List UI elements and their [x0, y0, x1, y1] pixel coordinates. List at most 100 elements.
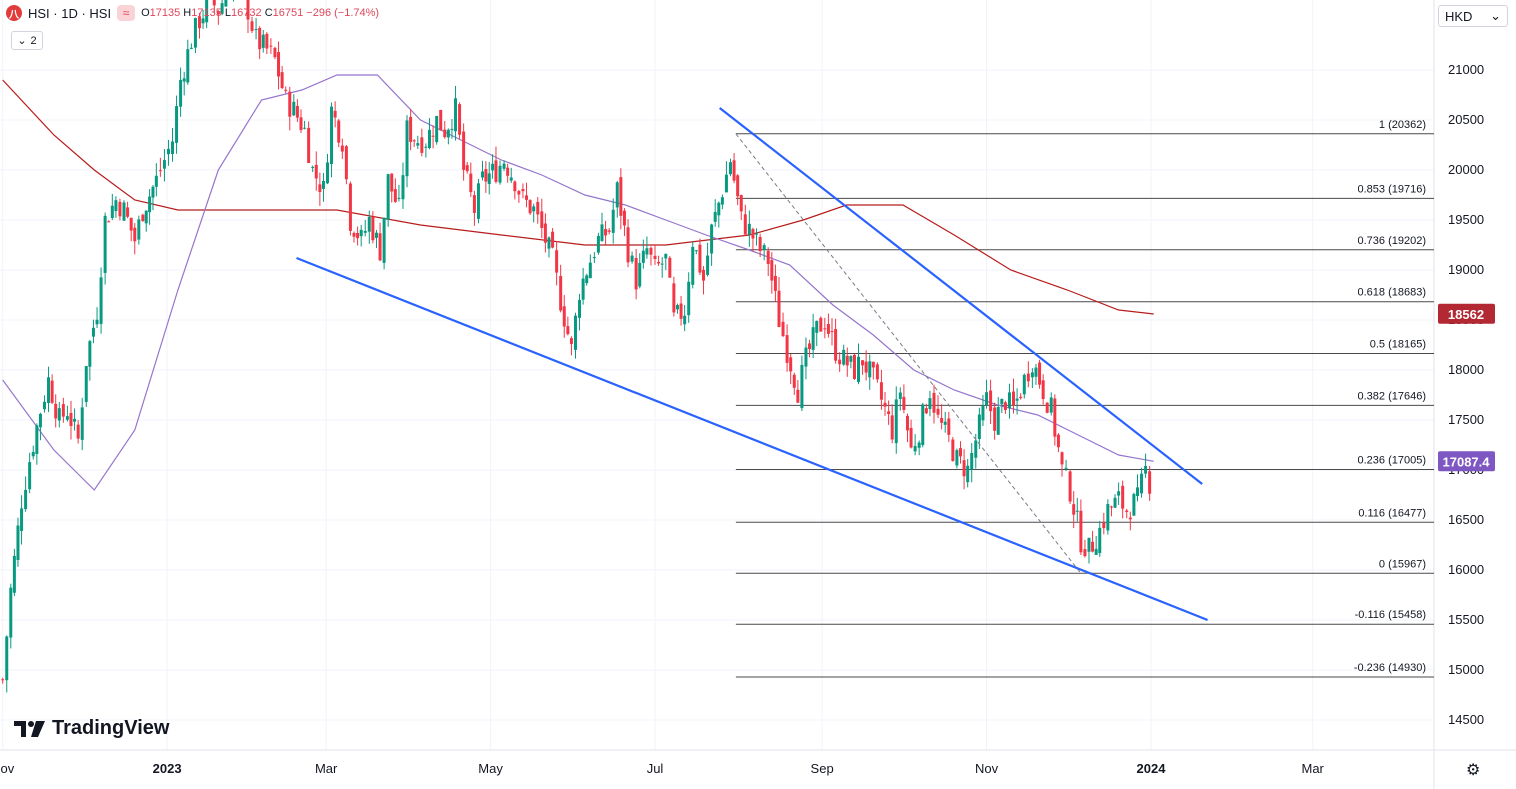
lower-channel-trendline[interactable] — [296, 256, 1208, 622]
candle-body — [1102, 522, 1106, 529]
candle-body — [562, 306, 566, 327]
candle-body — [439, 110, 443, 131]
candle-body — [1117, 491, 1121, 496]
candle-body — [465, 165, 469, 172]
candle-body — [777, 290, 781, 327]
candle-body — [747, 223, 751, 235]
candle-body — [179, 79, 183, 107]
candle-body — [819, 317, 823, 332]
wave-icon[interactable]: ≈ — [117, 5, 136, 21]
candle-body — [171, 141, 175, 154]
candle-body — [781, 321, 785, 337]
candle-body — [450, 128, 454, 130]
candle-body — [462, 131, 466, 170]
candle-body — [197, 16, 201, 29]
gear-icon[interactable]: ⚙ — [1466, 762, 1481, 779]
candle-body — [921, 404, 925, 446]
candle-body — [277, 52, 281, 77]
symbol-label[interactable]: HSI · 1D · HSI — [28, 5, 112, 21]
candle-body — [619, 177, 623, 216]
candle-body — [1132, 493, 1136, 516]
candle-body — [16, 525, 20, 561]
x-tick-label: Sep — [811, 761, 834, 776]
candle-body — [970, 453, 974, 470]
candle-body — [989, 390, 993, 412]
candle-body — [513, 181, 517, 192]
candle-body — [739, 195, 743, 212]
currency-select[interactable]: HKD ⌄ — [1438, 5, 1508, 27]
candle-body — [405, 120, 409, 177]
fib-level-label: 0.236 (17005) — [1358, 455, 1427, 467]
candle-body — [672, 283, 676, 313]
candle-body — [42, 401, 46, 410]
candle-body — [649, 247, 653, 255]
candle-body — [1049, 397, 1053, 413]
candle-body — [521, 189, 525, 192]
candle-body — [54, 403, 58, 419]
indicators-collapse-button[interactable]: ⌄ 2 — [11, 31, 43, 50]
low-label: L — [224, 7, 232, 19]
y-tick-label: 18000 — [1448, 362, 1484, 377]
candle-body — [1072, 504, 1076, 515]
candle-body — [932, 392, 936, 413]
candle-body — [186, 49, 190, 83]
candle-body — [1087, 537, 1091, 552]
candle-body — [1091, 541, 1095, 552]
candle-body — [1109, 506, 1113, 508]
candle-body — [762, 245, 766, 250]
candle-body — [189, 47, 193, 49]
candle-body — [773, 275, 777, 291]
candle-body — [76, 424, 80, 439]
upper-channel-trendline[interactable] — [719, 107, 1203, 485]
candle-body — [694, 250, 698, 252]
candle-body — [528, 200, 532, 214]
candle-body — [84, 366, 88, 402]
candle-body — [1007, 392, 1011, 409]
candle-body — [1038, 362, 1042, 385]
candle-body — [114, 200, 118, 212]
candle-body — [133, 227, 137, 242]
candle-body — [823, 328, 827, 330]
candle-body — [1113, 497, 1117, 508]
candle-body — [303, 127, 307, 129]
candle-body — [205, 0, 209, 23]
candle-body — [416, 143, 420, 146]
candle-body — [137, 219, 141, 240]
candle-body — [344, 146, 348, 180]
candle-body — [326, 162, 330, 184]
candle-body — [668, 257, 672, 278]
fib-diagonal-trendline[interactable] — [735, 133, 1082, 574]
candle-body — [755, 233, 759, 235]
candle-body — [265, 33, 269, 49]
candle-body — [50, 380, 54, 403]
candle-body — [1045, 402, 1049, 413]
candle-body — [525, 195, 529, 200]
candle-body — [536, 201, 540, 215]
candle-body — [118, 201, 122, 217]
candle-body — [288, 91, 292, 117]
candle-body — [638, 262, 642, 287]
candle-body — [1019, 396, 1023, 399]
candle-body — [679, 303, 683, 319]
candle-body — [811, 327, 815, 350]
candle-body — [981, 405, 985, 421]
candle-body — [710, 224, 714, 254]
candle-body — [955, 450, 959, 466]
candle-body — [65, 416, 69, 420]
candle-body — [962, 460, 966, 477]
candle-body — [314, 164, 318, 179]
candle-body — [815, 320, 819, 333]
candle-body — [1068, 471, 1072, 502]
candle-body — [261, 34, 265, 48]
candle-body — [660, 263, 664, 265]
high-label: H — [183, 7, 192, 19]
candle-body — [458, 104, 462, 135]
tradingview-logo[interactable]: TradingView — [14, 717, 169, 740]
candle-body — [498, 165, 502, 183]
x-tick-label: Nov — [0, 761, 15, 776]
candle-body — [246, 0, 250, 20]
tv-mark-icon — [14, 720, 45, 737]
candle-body — [484, 169, 488, 182]
candle-body — [732, 160, 736, 181]
